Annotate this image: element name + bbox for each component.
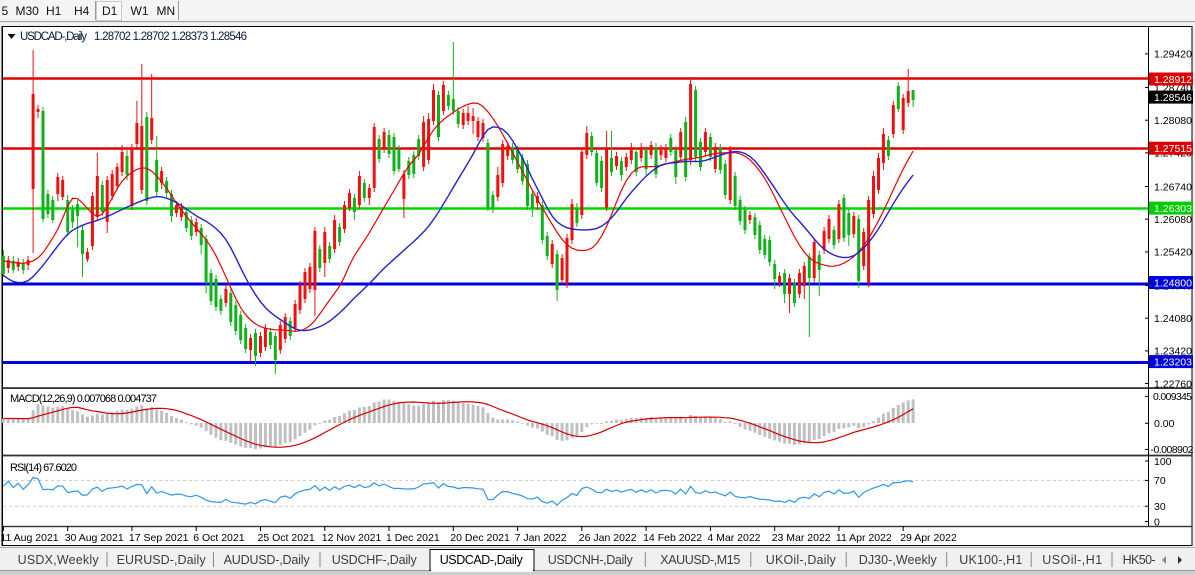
svg-text:AUDUSD-,Daily: AUDUSD-,Daily xyxy=(224,553,311,567)
svg-text:MACD(12,26,9) 0.007068 0.00473: MACD(12,26,9) 0.007068 0.004737 xyxy=(10,393,157,405)
svg-text:11 Apr 2022: 11 Apr 2022 xyxy=(836,532,892,544)
svg-text:USDCHF-,Daily: USDCHF-,Daily xyxy=(332,553,418,567)
svg-text:70: 70 xyxy=(1154,475,1166,487)
svg-text:1.29420: 1.29420 xyxy=(1154,49,1192,61)
svg-text:D1: D1 xyxy=(102,4,118,18)
svg-text:7 Jan 2022: 7 Jan 2022 xyxy=(515,532,567,544)
svg-text:1.26303: 1.26303 xyxy=(1154,203,1192,215)
svg-text:XAUUSD-,M15: XAUUSD-,M15 xyxy=(660,553,740,567)
svg-text:20 Dec 2021: 20 Dec 2021 xyxy=(450,532,510,544)
svg-text:0.009345: 0.009345 xyxy=(1153,391,1192,403)
svg-text:W1: W1 xyxy=(131,4,149,18)
svg-text:0: 0 xyxy=(1154,516,1160,528)
svg-text:HK50-: HK50- xyxy=(1123,553,1156,567)
svg-text:USDX,Weekly: USDX,Weekly xyxy=(18,553,100,567)
svg-text:1.28546: 1.28546 xyxy=(1154,92,1192,104)
svg-text:23 Mar 2022: 23 Mar 2022 xyxy=(772,532,831,544)
svg-text:26 Jan 2022: 26 Jan 2022 xyxy=(579,532,637,544)
svg-text:30 Aug 2021: 30 Aug 2021 xyxy=(65,532,124,544)
svg-text:H1: H1 xyxy=(46,4,62,18)
svg-text:EURUSD-,Daily: EURUSD-,Daily xyxy=(117,553,207,567)
svg-text:1.28080: 1.28080 xyxy=(1154,115,1192,127)
svg-text:USDCAD-,Daily: USDCAD-,Daily xyxy=(440,553,524,567)
svg-text:29 Apr 2022: 29 Apr 2022 xyxy=(900,532,957,544)
svg-text:25 Oct 2021: 25 Oct 2021 xyxy=(258,532,315,544)
svg-text:USOil-,H1: USOil-,H1 xyxy=(1042,553,1102,567)
svg-text:1.24800: 1.24800 xyxy=(1154,277,1192,289)
svg-text:11 Aug 2021: 11 Aug 2021 xyxy=(0,532,58,544)
svg-text:5: 5 xyxy=(2,4,9,18)
svg-text:6 Oct 2021: 6 Oct 2021 xyxy=(193,532,245,544)
svg-text:4 Mar 2022: 4 Mar 2022 xyxy=(707,532,760,544)
svg-text:1.22760: 1.22760 xyxy=(1154,378,1192,390)
svg-text:H4: H4 xyxy=(74,4,90,18)
svg-text:USDCAD-,Daily: USDCAD-,Daily xyxy=(20,31,87,43)
svg-text:RSI(14) 67.6020: RSI(14) 67.6020 xyxy=(10,462,77,474)
svg-text:DJ30-,Weekly: DJ30-,Weekly xyxy=(859,553,938,567)
svg-text:UK100-,H1: UK100-,H1 xyxy=(959,553,1022,567)
svg-text:1.25420: 1.25420 xyxy=(1154,247,1192,259)
svg-text:USDCNH-,Daily: USDCNH-,Daily xyxy=(548,553,634,567)
svg-text:0.00: 0.00 xyxy=(1154,418,1175,430)
svg-text:1.28702 1.28702 1.28373 1.2854: 1.28702 1.28702 1.28373 1.28546 xyxy=(94,31,247,43)
svg-text:1.28912: 1.28912 xyxy=(1154,74,1192,86)
svg-text:1.26740: 1.26740 xyxy=(1154,181,1192,193)
svg-text:1.23420: 1.23420 xyxy=(1154,346,1192,358)
svg-text:1 Dec 2021: 1 Dec 2021 xyxy=(386,532,440,544)
svg-text:1.26080: 1.26080 xyxy=(1154,214,1192,226)
svg-text:1.24080: 1.24080 xyxy=(1154,313,1192,325)
svg-text:-0.008902: -0.008902 xyxy=(1151,444,1194,456)
svg-text:17 Sep 2021: 17 Sep 2021 xyxy=(129,532,189,544)
svg-text:M30: M30 xyxy=(16,4,40,18)
svg-text:12 Nov 2021: 12 Nov 2021 xyxy=(322,532,382,544)
svg-text:30: 30 xyxy=(1154,501,1166,513)
svg-text:UKOil-,Daily: UKOil-,Daily xyxy=(766,553,837,567)
svg-text:100: 100 xyxy=(1154,456,1172,468)
svg-text:14 Feb 2022: 14 Feb 2022 xyxy=(643,532,702,544)
svg-text:1.27515: 1.27515 xyxy=(1154,143,1192,155)
svg-text:1.23203: 1.23203 xyxy=(1154,356,1192,368)
svg-text:MN: MN xyxy=(157,4,176,18)
